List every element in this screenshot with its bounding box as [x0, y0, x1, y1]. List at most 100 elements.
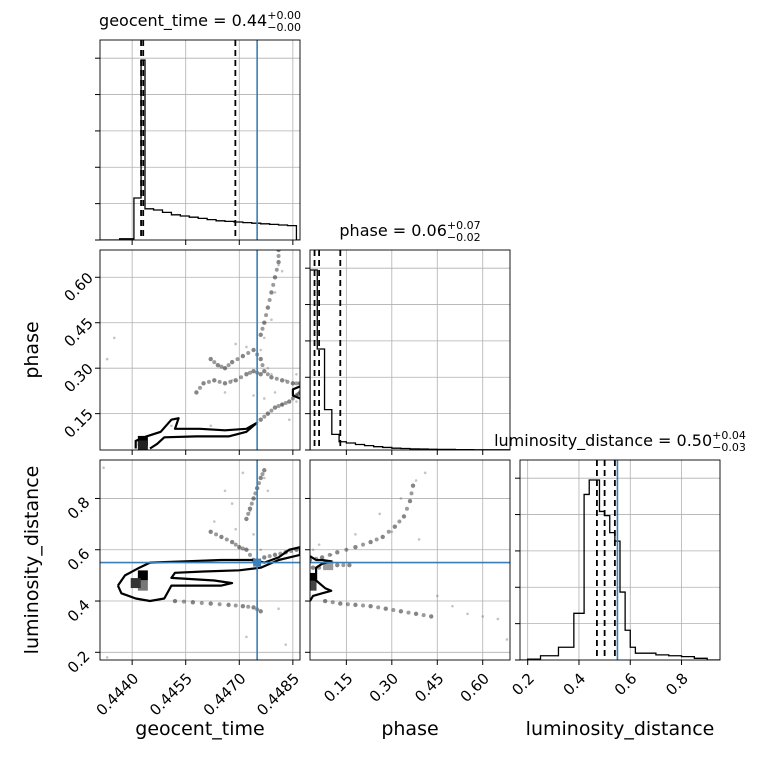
sample-point: [407, 498, 413, 504]
sample-point: [376, 605, 381, 610]
panel-1-0: [95, 249, 301, 455]
title-lower-error: −0.03: [712, 441, 746, 454]
sample-point: [274, 376, 279, 381]
sample-point: [368, 603, 373, 609]
sample-point: [251, 369, 256, 374]
sample-point: [335, 562, 340, 568]
x-tick-label: 0.4485: [253, 670, 303, 720]
hist-bar: [325, 410, 332, 450]
sample-point: [353, 544, 358, 550]
sample-point: [229, 359, 235, 365]
sample-point: [368, 539, 373, 545]
sample-point: [466, 612, 469, 616]
x-tick-label: 0.30: [366, 670, 402, 706]
sample-point: [260, 363, 265, 368]
title-phase: phase = 0.06 +0.07−0.02: [339, 219, 480, 244]
sample-point: [259, 548, 263, 552]
sample-point: [287, 418, 291, 421]
sample-point: [208, 356, 213, 362]
panel-2-2: [515, 459, 721, 665]
x-axis-label-geocent-time: geocent_time: [135, 718, 264, 740]
sample-point: [481, 615, 485, 618]
x-axis-label-luminosity-distance: luminosity_distance: [526, 718, 715, 740]
sample-point: [224, 537, 229, 542]
sample-point: [249, 501, 254, 506]
panel-title: phase = 0.06: [339, 221, 446, 240]
panel-title: geocent_time = 0.44: [99, 11, 267, 31]
sample-point: [397, 519, 402, 524]
sample-point: [290, 381, 296, 386]
x-tick-label: 0.4: [560, 670, 590, 700]
sample-point: [265, 305, 271, 310]
sample-point: [244, 372, 249, 377]
sample-point: [240, 546, 245, 551]
sample-point: [310, 557, 313, 563]
sample-point: [435, 594, 439, 598]
sample-point: [212, 378, 217, 383]
sample-point: [247, 506, 253, 511]
x-tick-label: 0.60: [457, 670, 493, 706]
sample-point: [258, 417, 263, 422]
hist-bar: [243, 223, 252, 240]
sample-point: [234, 527, 238, 531]
title-geocent_time: geocent_time = 0.44 +0.00−0.00: [99, 9, 301, 34]
sample-point: [276, 404, 281, 409]
sample-point: [297, 390, 300, 395]
sample-point: [258, 609, 263, 614]
sample-point: [285, 379, 290, 384]
hist-bar: [589, 480, 594, 660]
sample-point: [380, 534, 385, 540]
y-tick-label: 0.6: [64, 545, 94, 575]
hist-bar: [643, 653, 656, 660]
sample-point: [240, 353, 246, 359]
hist-bar: [346, 443, 355, 450]
sample-point: [280, 269, 284, 273]
sample-point: [421, 613, 426, 618]
title-lower-error: −0.02: [447, 231, 481, 244]
hist-bar: [365, 446, 374, 450]
sample-point: [341, 563, 346, 568]
panel-frame: [99, 39, 301, 241]
sample-point: [223, 391, 227, 394]
sample-point: [201, 381, 206, 386]
sample-point: [272, 275, 278, 280]
hist-bar: [332, 434, 339, 450]
hist-bar: [279, 225, 288, 240]
hist-group: [310, 250, 510, 450]
density-cell: [310, 572, 317, 583]
title-lower-error: −0.00: [267, 21, 301, 34]
y-tick-label: 0.8: [64, 493, 94, 523]
sample-point: [208, 529, 213, 534]
sample-point: [262, 336, 266, 340]
sample-point: [265, 372, 270, 377]
hist-bar: [288, 226, 297, 240]
hist-group: [100, 40, 300, 240]
scatter-group: [105, 250, 300, 450]
sample-point: [345, 602, 350, 607]
sample-point: [361, 603, 366, 608]
sample-point: [330, 600, 335, 605]
y-tick-label: 0.30: [60, 360, 96, 396]
sample-point: [246, 604, 251, 609]
sample-point: [245, 345, 248, 349]
sample-point: [378, 512, 381, 516]
sample-point: [105, 656, 109, 659]
sample-point: [251, 347, 256, 353]
sample-point: [262, 476, 266, 480]
title-luminosity_distance: luminosity_distance = 0.50 +0.04−0.03: [494, 429, 746, 454]
sample-point: [287, 399, 292, 404]
sample-point: [194, 390, 199, 395]
sample-point: [276, 250, 281, 253]
sample-point: [209, 424, 213, 428]
hist-bar: [171, 215, 180, 240]
sample-point: [505, 638, 509, 641]
sample-point: [244, 547, 249, 552]
sample-point: [277, 607, 280, 611]
scatter-group: [310, 471, 510, 641]
sample-point: [269, 408, 274, 413]
sample-point: [284, 643, 288, 646]
y-tick-label: 0.60: [60, 269, 96, 305]
density-cell: [323, 560, 334, 571]
x-tick-label: 0.8: [662, 670, 692, 700]
sample-point: [329, 553, 333, 557]
